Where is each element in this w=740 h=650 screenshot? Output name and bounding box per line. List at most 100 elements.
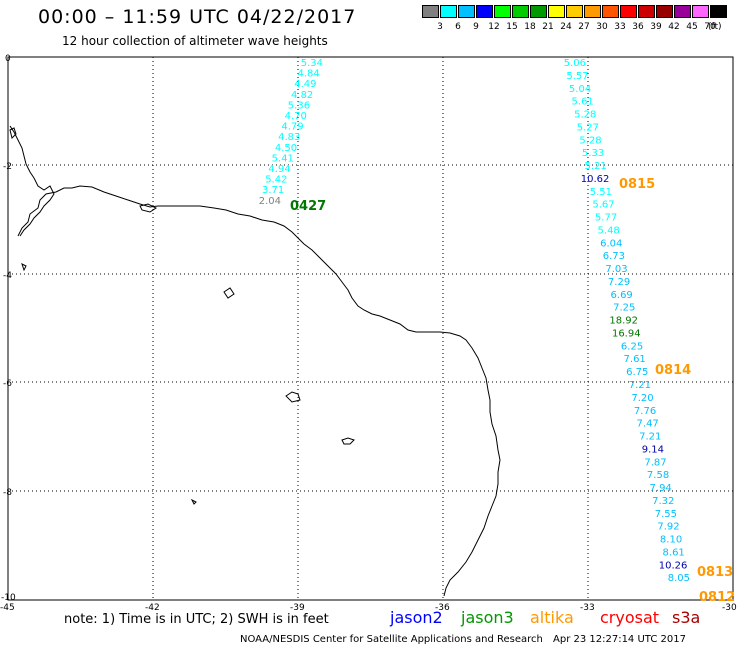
satellite-altika: altika: [530, 608, 574, 627]
island-a: [139, 203, 157, 213]
color-bin-13: [656, 5, 673, 18]
track-a-values: 5.344.844.494.825.364.704.794.834.505.41…: [259, 58, 323, 207]
map-title: 00:00 – 11:59 UTC 04/22/2017: [38, 6, 357, 28]
lon-label-45: -45: [0, 603, 15, 613]
track-b-value: 18.92: [609, 316, 638, 327]
color-bin-1: [440, 5, 457, 18]
color-bin-2: [458, 5, 475, 18]
island-e: [21, 263, 27, 272]
color-bin-label: 45: [686, 22, 698, 32]
island-upper: [9, 127, 17, 139]
track-a-value: 5.36: [288, 100, 310, 111]
track-b-value: 7.87: [644, 457, 666, 468]
track-a-value: 4.94: [268, 164, 290, 175]
track-b-value: 5.28: [574, 110, 596, 121]
track-a-value: 5.34: [301, 58, 323, 69]
island-b: [223, 287, 235, 299]
island-f: [190, 498, 197, 505]
track-b-values: 5.065.575.045.615.285.275.285.335.2110.6…: [564, 58, 690, 584]
lon-label-36: -36: [435, 603, 450, 613]
lat-label-10: -10: [1, 593, 16, 603]
track-b-value: 8.61: [663, 547, 685, 558]
color-scale-unit: (ft): [708, 22, 722, 32]
color-bin-3: [476, 5, 493, 18]
color-bin-12: [638, 5, 655, 18]
credit-line: NOAA/NESDIS Center for Satellite Applica…: [240, 634, 543, 645]
lon-label-30: -30: [722, 603, 737, 613]
pass-time-labels: 0427 0815 0814 0813 0812: [290, 177, 735, 605]
track-a-value: 5.42: [265, 175, 287, 186]
color-bin-label: 27: [578, 22, 590, 32]
footer-note: note: 1) Time is in UTC; 2) SWH is in fe…: [64, 612, 329, 627]
track-a-value: 4.70: [285, 111, 307, 122]
track-b-value: 7.76: [634, 406, 656, 417]
color-bin-8: [566, 5, 583, 18]
color-bin-label: 39: [650, 22, 662, 32]
coastline-mainland: [17, 185, 501, 597]
color-bin-label: 24: [560, 22, 572, 32]
track-b-value: 7.47: [637, 419, 659, 430]
color-bin-10: [602, 5, 619, 18]
track-b-value: 7.25: [613, 303, 635, 314]
satellite-s3a: s3a: [672, 608, 701, 627]
island-d: [341, 437, 355, 445]
track-b-value: 5.06: [564, 58, 586, 69]
pass-label-0814: 0814: [655, 363, 691, 378]
track-a-value: 3.71: [262, 185, 284, 196]
track-b-value: 5.27: [577, 122, 599, 133]
track-a-value: 4.83: [278, 132, 300, 143]
track-a-value: 4.84: [298, 69, 320, 80]
map-frame: [7, 56, 734, 601]
graticule: [8, 57, 733, 600]
color-bin-6: [530, 5, 547, 18]
color-bin-4: [494, 5, 511, 18]
track-b-value: 7.21: [639, 432, 661, 443]
color-bin-14: [674, 5, 691, 18]
generated-timestamp: Apr 23 12:27:14 UTC 2017: [553, 634, 686, 645]
track-b-value: 5.57: [566, 71, 588, 82]
track-b-value: 5.21: [585, 161, 607, 172]
color-bin-15: [692, 5, 709, 18]
lat-label-2: -2: [3, 162, 12, 172]
color-bin-label: 21: [542, 22, 554, 32]
track-a-value: 5.41: [272, 153, 294, 164]
lon-label-42: -42: [145, 603, 160, 613]
track-b-value: 6.73: [603, 251, 625, 262]
track-b-value: 8.05: [668, 573, 690, 584]
color-bin-16: [710, 5, 727, 18]
track-b-value: 7.61: [624, 354, 646, 365]
satellite-jason2: jason2: [390, 608, 443, 627]
color-bin-11: [620, 5, 637, 18]
track-b-value: 5.67: [592, 200, 614, 211]
track-b-value: 5.33: [582, 148, 604, 159]
track-a-value: 4.79: [281, 122, 303, 133]
track-b-value: 7.58: [647, 470, 669, 481]
track-b-value: 6.75: [626, 367, 648, 378]
coastline: [9, 125, 501, 597]
track-b-value: 6.25: [621, 341, 643, 352]
track-b-value: 5.04: [569, 84, 591, 95]
track-b-value: 5.77: [595, 213, 617, 224]
color-bin-label: 3: [437, 22, 443, 32]
color-bin-label: 70: [704, 22, 716, 32]
track-a-value: 4.49: [294, 79, 316, 90]
track-b-value: 9.14: [642, 444, 664, 455]
color-bin-label: 30: [596, 22, 608, 32]
pass-label-0812: 0812: [699, 590, 735, 605]
color-bin-7: [548, 5, 565, 18]
track-b-value: 7.03: [605, 264, 627, 275]
track-b-value: 5.61: [572, 97, 594, 108]
color-bin-label: 15: [506, 22, 518, 32]
satellite-jason3: jason3: [461, 608, 514, 627]
lat-label-6: -6: [3, 379, 12, 389]
color-bin-label: 12: [488, 22, 500, 32]
color-bin-5: [512, 5, 529, 18]
color-bin-9: [584, 5, 601, 18]
color-bin-label: 6: [455, 22, 461, 32]
color-bin-0: [422, 5, 439, 18]
track-b-value: 7.92: [657, 522, 679, 533]
lat-label-4: -4: [3, 271, 12, 281]
satellite-cryosat: cryosat: [600, 608, 660, 627]
track-b-value: 5.28: [579, 135, 601, 146]
